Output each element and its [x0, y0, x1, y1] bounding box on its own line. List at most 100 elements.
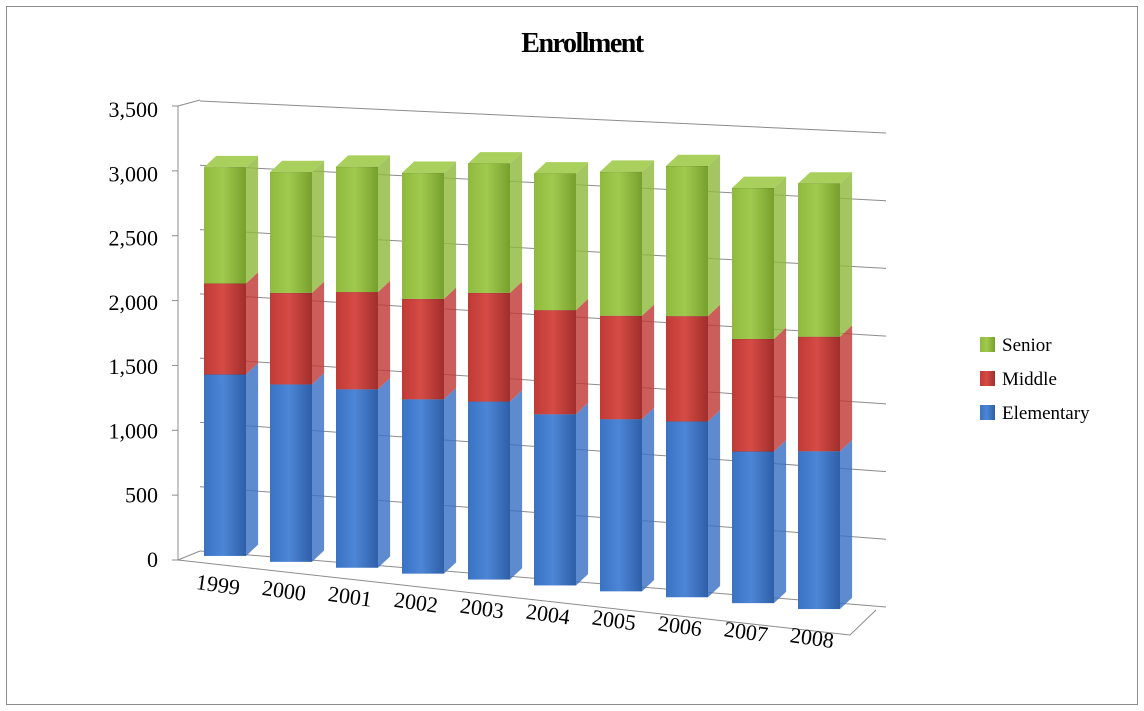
- bar-side-elementary-2005: [642, 407, 655, 592]
- bar-middle-2006: [666, 316, 708, 422]
- bar-top-2006: [666, 154, 721, 167]
- bar-top-2007: [732, 176, 787, 188]
- x-tick-label: 2006: [657, 610, 704, 641]
- bar-side-middle-2003: [510, 281, 523, 402]
- bar-senior-2002: [402, 172, 444, 299]
- bar-side-elementary-2008: [840, 439, 853, 610]
- bar-side-middle-2006: [708, 304, 721, 422]
- gridline: [199, 100, 887, 134]
- y-tick-label: 3,000: [109, 161, 159, 186]
- bar-top-2008: [798, 172, 853, 184]
- x-tick-label: 2003: [459, 593, 506, 624]
- y-tick-label: 0: [147, 547, 158, 572]
- bar-side-senior-2005: [642, 160, 655, 316]
- x-tick-label: 2000: [261, 575, 308, 606]
- x-tick-label: 2004: [525, 599, 572, 630]
- bar-side-senior-2004: [576, 162, 589, 311]
- chart-title: Enrollment: [521, 28, 645, 59]
- bar-top-2004: [534, 162, 589, 174]
- bar-senior-2006: [666, 166, 708, 317]
- legend-label-elementary: Elementary: [1002, 403, 1090, 424]
- bars-layer: [204, 152, 853, 610]
- bar-senior-2007: [732, 187, 774, 339]
- legend: Senior Middle Elementary: [980, 335, 1090, 424]
- bar-side-elementary-2000: [312, 373, 325, 562]
- bar-senior-2008: [798, 183, 840, 337]
- legend-label-senior: Senior: [1002, 335, 1052, 356]
- bar-middle-2002: [402, 298, 444, 400]
- bar-top-1999: [204, 155, 259, 168]
- bar-elementary-2003: [468, 401, 510, 580]
- bar-senior-2005: [600, 171, 642, 316]
- bar-side-elementary-2004: [576, 402, 589, 586]
- legend-swatch-elementary: [980, 405, 995, 420]
- bar-side-senior-2001: [378, 155, 391, 293]
- bar-middle-2008: [798, 336, 840, 452]
- bar-elementary-2005: [600, 419, 642, 592]
- bar-side-senior-2000: [312, 160, 325, 293]
- bar-senior-2004: [534, 173, 576, 311]
- legend-label-middle: Middle: [1002, 369, 1057, 390]
- bar-side-elementary-2007: [774, 440, 787, 604]
- bar-middle-2007: [732, 338, 774, 452]
- x-tick-label: 2008: [789, 622, 836, 653]
- bar-senior-1999: [204, 167, 246, 284]
- bar-side-middle-2004: [576, 298, 589, 415]
- x-tick-label: 1999: [195, 569, 242, 600]
- bar-top-2000: [270, 160, 325, 173]
- bar-top-2003: [468, 152, 523, 164]
- bar-senior-2003: [468, 163, 510, 293]
- bar-top-2001: [336, 155, 391, 167]
- bar-elementary-1999: [204, 374, 246, 556]
- bar-side-elementary-2003: [510, 390, 523, 580]
- bar-side-middle-2002: [444, 287, 457, 400]
- bar-top-2002: [402, 161, 457, 173]
- bar-side-senior-2006: [708, 154, 721, 317]
- bar-side-elementary-1999: [246, 363, 259, 556]
- legend-swatch-senior: [980, 337, 995, 352]
- y-tick-label: 2,500: [109, 226, 159, 251]
- bar-elementary-2006: [666, 421, 708, 598]
- y-tick-label: 500: [125, 483, 158, 508]
- bar-side-senior-2007: [774, 176, 787, 339]
- bar-side-middle-1999: [246, 272, 259, 375]
- bar-senior-2001: [336, 166, 378, 293]
- bar-side-elementary-2002: [444, 387, 457, 574]
- bar-elementary-2007: [732, 451, 774, 604]
- bar-side-middle-2008: [840, 325, 853, 452]
- bar-middle-2001: [336, 292, 378, 390]
- labels-layer: 0 500 1,000 1,500 2,000 2,500 3,000 3,500 1999 20…: [109, 97, 836, 653]
- bar-side-middle-2007: [774, 327, 787, 452]
- bar-senior-2000: [270, 172, 312, 293]
- x-tick-label: 2007: [723, 616, 770, 647]
- bar-elementary-2001: [336, 389, 378, 568]
- bar-elementary-2008: [798, 451, 840, 610]
- bar-side-senior-1999: [246, 155, 259, 284]
- bar-middle-2005: [600, 315, 642, 420]
- bar-side-middle-2005: [642, 304, 655, 420]
- y-axis-top: [177, 99, 201, 107]
- x-tick-label: 2002: [393, 587, 440, 618]
- y-tick-label: 2,000: [109, 290, 159, 315]
- bar-side-senior-2008: [840, 172, 853, 337]
- bar-elementary-2000: [270, 384, 312, 562]
- bar-elementary-2004: [534, 414, 576, 586]
- legend-swatch-middle: [980, 371, 995, 386]
- x-tick-label: 2005: [591, 604, 638, 635]
- y-axis-base: [177, 550, 201, 561]
- x-tick-label: 2001: [327, 581, 374, 612]
- bar-side-elementary-2006: [708, 410, 721, 598]
- y-tick-label: 3,500: [109, 97, 159, 122]
- bar-top-2005: [600, 160, 655, 172]
- bar-middle-2000: [270, 292, 312, 385]
- bar-side-middle-2000: [312, 281, 325, 385]
- bar-middle-1999: [204, 283, 246, 375]
- bar-side-senior-2002: [444, 161, 457, 299]
- bar-middle-2004: [534, 310, 576, 415]
- floor-edge: [177, 559, 877, 636]
- bar-side-middle-2001: [378, 280, 391, 390]
- bar-middle-2003: [468, 292, 510, 402]
- bar-side-senior-2003: [510, 152, 523, 293]
- bar-side-elementary-2001: [378, 377, 391, 568]
